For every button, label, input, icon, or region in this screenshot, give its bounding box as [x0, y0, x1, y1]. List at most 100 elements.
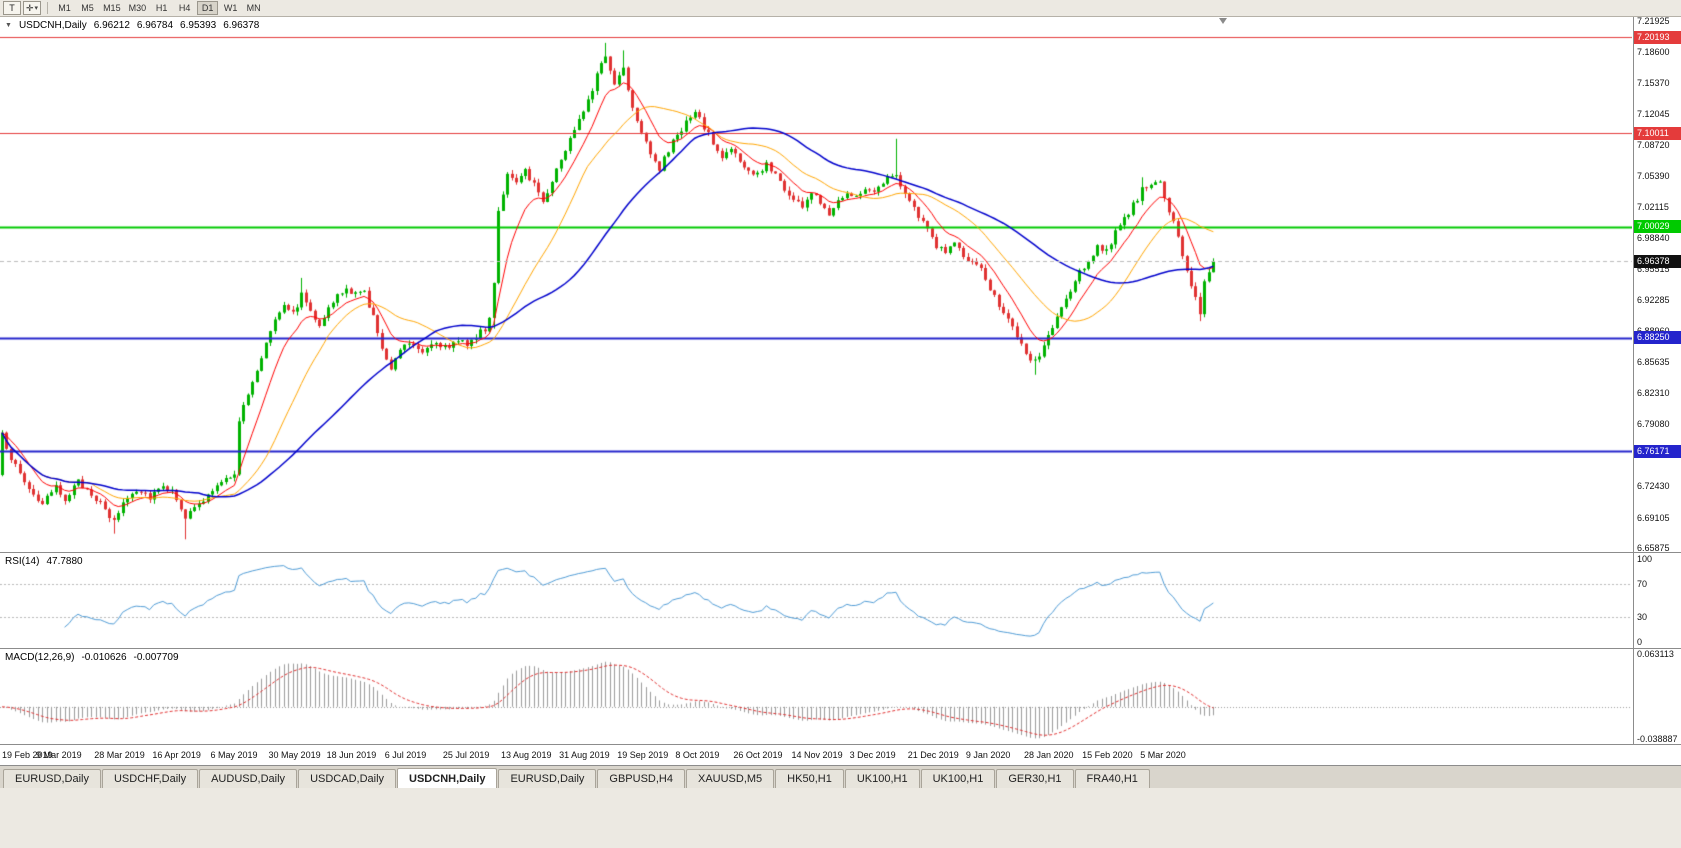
- time-axis-label: 3 Dec 2019: [849, 750, 896, 760]
- time-axis[interactable]: 19 Feb 2019 9 Mar 2019 28 Mar 2019 16 Apr 2…: [0, 745, 1681, 766]
- tab-usdcad-daily[interactable]: USDCAD,Daily: [298, 769, 397, 788]
- price-axis-tick: 7.02115: [1637, 202, 1669, 213]
- time-axis-label: 26 Oct 2019: [733, 750, 783, 760]
- time-axis-label: 6 Jul 2019: [384, 750, 427, 760]
- tab-eurusd-daily-2[interactable]: EURUSD,Daily: [498, 769, 597, 788]
- main-chart-panel: ▼ USDCNH,Daily 6.96212 6.96784 6.95393 6…: [0, 16, 1681, 553]
- main-chart-canvas[interactable]: [0, 17, 1632, 552]
- time-axis-label: 18 Jun 2019: [326, 750, 377, 760]
- time-axis-label: 6 May 2019: [210, 750, 258, 760]
- timeframe-h4-button[interactable]: H4: [174, 1, 195, 15]
- symbol-label: USDCNH,Daily: [18, 20, 87, 31]
- tab-eurusd-daily[interactable]: EURUSD,Daily: [3, 769, 101, 788]
- cursor-tool-button[interactable]: ✛ ▾: [23, 1, 42, 15]
- tab-gbpusd-h4[interactable]: GBPUSD,H4: [597, 769, 685, 788]
- timeframe-m30-button[interactable]: M30: [126, 1, 150, 15]
- rsi-axis[interactable]: 100 70 30 0: [1633, 553, 1681, 648]
- price-axis-tick: 6.88960: [1637, 326, 1670, 336]
- macd-panel: MACD(12,26,9) -0.010626 -0.007709 0.0631…: [0, 649, 1681, 745]
- rsi-axis-label: 100: [1637, 554, 1653, 564]
- hline-price-tag: 6.76171: [1634, 444, 1681, 458]
- rsi-value: 47.7880: [46, 556, 83, 567]
- rsi-label: RSI(14): [5, 556, 40, 567]
- time-axis-label: 21 Dec 2019: [907, 750, 959, 760]
- price-axis-tick: 6.98840: [1637, 233, 1670, 244]
- caret-down-icon: ▾: [34, 5, 39, 12]
- top-toolbar: T ✛ ▾ M1 M5 M15 M30 H1 H4 D1 W1 MN: [0, 0, 1681, 17]
- chart-tab-bar: EURUSD,Daily USDCHF,Daily AUDUSD,Daily U…: [0, 766, 1681, 788]
- price-axis-tick: 7.21925: [1637, 16, 1670, 26]
- price-axis-tick: 6.95515: [1637, 264, 1670, 275]
- time-axis-label: 15 Feb 2020: [1082, 750, 1133, 760]
- time-axis-label: 25 Jul 2019: [442, 750, 490, 760]
- price-axis-tick: 6.69105: [1637, 512, 1670, 523]
- tab-xauusd-m5[interactable]: XAUUSD,M5: [685, 769, 775, 788]
- time-axis-label: 30 May 2019: [268, 750, 321, 760]
- text-tool-button[interactable]: T: [3, 1, 21, 15]
- time-axis-label: 28 Jan 2020: [1023, 750, 1074, 760]
- price-axis-tick: 7.05390: [1637, 171, 1670, 182]
- tab-hk50-h1[interactable]: HK50,H1: [775, 769, 844, 788]
- time-axis-label: 19 Sep 2019: [617, 750, 669, 760]
- hline-price-tag: 7.00029: [1634, 220, 1681, 234]
- price-axis-tick: 6.72430: [1637, 481, 1670, 492]
- macd-axis-label: 0.063113: [1637, 649, 1674, 659]
- time-axis-label: 8 Oct 2019: [675, 750, 720, 760]
- chart-shift-marker[interactable]: [1219, 18, 1227, 24]
- price-axis-tick: 6.92285: [1637, 294, 1670, 305]
- rsi-axis-label: 30: [1637, 612, 1648, 623]
- tab-uk100-h1[interactable]: UK100,H1: [844, 769, 920, 788]
- tab-uk100-h1-2[interactable]: UK100,H1: [920, 769, 996, 788]
- time-axis-label: 16 Apr 2019: [152, 750, 201, 760]
- price-axis-tick: 6.85635: [1637, 357, 1670, 368]
- rsi-axis-label: 70: [1637, 578, 1648, 589]
- rsi-axis-label: 0: [1637, 637, 1643, 647]
- timeframe-d1-button[interactable]: D1: [197, 1, 219, 15]
- timeframe-m15-button[interactable]: M15: [100, 1, 124, 15]
- rsi-info-overlay: RSI(14) 47.7880: [5, 556, 83, 567]
- rsi-canvas[interactable]: [0, 553, 1632, 648]
- window-bottom-edge: [0, 788, 1681, 848]
- chart-area: ▼ USDCNH,Daily 6.96212 6.96784 6.95393 6…: [0, 16, 1681, 766]
- hline-price-tag: 7.10011: [1634, 126, 1681, 140]
- collapse-icon[interactable]: ▼: [5, 22, 12, 29]
- price-axis-tick: 7.15370: [1637, 77, 1670, 88]
- price-axis-tick: 7.12045: [1637, 108, 1670, 119]
- macd-axis-label: -0.038887: [1637, 734, 1678, 744]
- macd-info-overlay: MACD(12,26,9) -0.010626 -0.007709: [5, 652, 179, 663]
- time-axis-label: 9 Jan 2020: [965, 750, 1011, 760]
- toolbar-separator: [47, 2, 49, 14]
- timeframe-m5-button[interactable]: M5: [77, 1, 98, 15]
- time-axis-label: 5 Mar 2020: [1140, 750, 1186, 760]
- price-axis-tick: 7.08720: [1637, 140, 1670, 151]
- tab-ger30-h1[interactable]: GER30,H1: [996, 769, 1074, 788]
- timeframe-h1-button[interactable]: H1: [151, 1, 172, 15]
- macd-signal-value: -0.007709: [133, 652, 179, 663]
- price-axis[interactable]: 7.21925 7.18600 7.15370 7.12045 7.08720 7.053…: [1633, 16, 1681, 553]
- time-axis-label: 14 Nov 2019: [791, 750, 843, 760]
- time-axis-label: 13 Aug 2019: [500, 750, 552, 760]
- price-axis-tick: 7.18600: [1637, 47, 1670, 58]
- time-axis-label: 28 Mar 2019: [94, 750, 145, 760]
- ohlc-open: 6.96212: [93, 20, 130, 31]
- ohlc-high: 6.96784: [136, 20, 174, 31]
- tab-audusd-daily[interactable]: AUDUSD,Daily: [199, 769, 298, 788]
- timeframe-m1-button[interactable]: M1: [54, 1, 75, 15]
- ohlc-low: 6.95393: [180, 20, 217, 31]
- tab-usdchf-daily[interactable]: USDCHF,Daily: [101, 769, 199, 788]
- crosshair-icon: ✛: [26, 2, 34, 13]
- price-axis-tick: 6.82310: [1637, 388, 1670, 399]
- time-axis-label: 19 Feb 2019: [2, 750, 53, 760]
- timeframe-w1-button[interactable]: W1: [220, 1, 241, 15]
- tab-fra40-h1[interactable]: FRA40,H1: [1074, 769, 1150, 788]
- macd-label: MACD(12,26,9): [5, 652, 75, 663]
- tab-usdcnh-daily[interactable]: USDCNH,Daily: [397, 768, 498, 788]
- macd-axis[interactable]: 0.063113 -0.038887: [1633, 649, 1681, 744]
- hline-price-tag: 6.88250: [1634, 331, 1681, 345]
- timeframe-mn-button[interactable]: MN: [243, 1, 264, 15]
- hline-price-tag: 7.20193: [1634, 30, 1681, 44]
- ohlc-close: 6.96378: [223, 20, 260, 31]
- macd-canvas[interactable]: [0, 649, 1632, 744]
- price-axis-tick: 6.65875: [1637, 543, 1670, 553]
- current-price-tag: 6.96378: [1634, 254, 1681, 268]
